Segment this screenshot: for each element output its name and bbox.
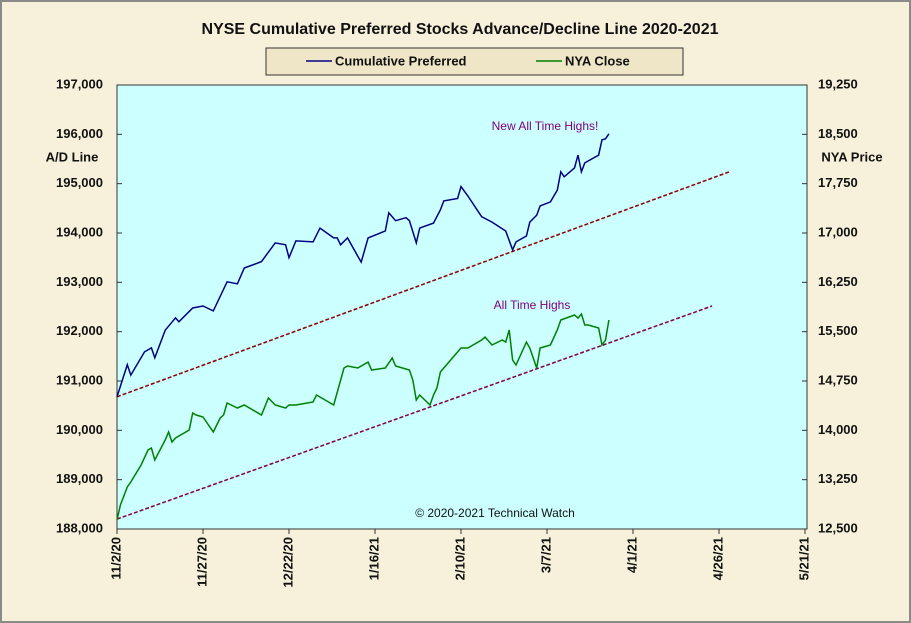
y-tick-label: 196,000 xyxy=(56,126,103,141)
y-tick-label: 192,000 xyxy=(56,323,103,338)
y2-tick-label: 16,250 xyxy=(818,274,858,289)
y2-tick-label: 14,750 xyxy=(818,372,858,387)
copyright: © 2020-2021 Technical Watch xyxy=(415,506,575,520)
y2-tick-label: 12,500 xyxy=(818,520,858,535)
plot-area xyxy=(116,84,808,530)
y2-tick-label: 14,000 xyxy=(818,422,858,437)
x-tick-label: 5/21/21 xyxy=(796,537,811,580)
legend xyxy=(265,47,684,76)
legend-label: Cumulative Preferred xyxy=(335,53,467,68)
chart-title: NYSE Cumulative Preferred Stocks Advance… xyxy=(202,21,719,38)
x-tick-label: 1/16/21 xyxy=(366,537,381,580)
y2-tick-label: 13,250 xyxy=(818,471,858,486)
legend-items: Cumulative Preferred NYA Close xyxy=(306,53,630,68)
x-tick-label: 11/2/20 xyxy=(108,537,123,580)
x-tick-label: 4/26/21 xyxy=(710,537,725,580)
legend-label: NYA Close xyxy=(565,53,630,68)
y-tick-label: 190,000 xyxy=(56,422,103,437)
y-tick-label: 193,000 xyxy=(56,274,103,289)
x-tick-label: 3/7/21 xyxy=(538,537,553,573)
y2-tick-label: 17,750 xyxy=(818,175,858,190)
x-tick-label: 2/10/21 xyxy=(452,537,467,580)
x-tick-label: 4/1/21 xyxy=(624,537,639,573)
y2-tick-label: 17,000 xyxy=(818,224,858,239)
x-tick-label: 12/22/20 xyxy=(280,537,295,588)
y-tick-label: 194,000 xyxy=(56,224,103,239)
y-tick-label: 188,000 xyxy=(56,520,103,535)
y-tick-label: 189,000 xyxy=(56,471,103,486)
y2-tick-label: 19,250 xyxy=(818,76,858,91)
x-tick-label: 11/27/20 xyxy=(194,537,209,587)
trend-line xyxy=(116,171,730,398)
y2-axis-label: NYA Price xyxy=(821,149,882,164)
annotation: All Time Highs xyxy=(494,298,571,312)
annotation: New All Time Highs! xyxy=(492,119,599,133)
trend-line xyxy=(116,305,713,520)
y-tick-label: 191,000 xyxy=(56,372,103,387)
y-axis-label: A/D Line xyxy=(46,149,99,164)
y2-tick-label: 15,500 xyxy=(818,323,858,338)
y-tick-label: 195,000 xyxy=(56,175,103,190)
y-tick-label: 197,000 xyxy=(56,76,103,91)
y2-tick-label: 18,500 xyxy=(818,126,858,141)
series-line xyxy=(116,133,610,398)
series-line xyxy=(116,312,610,521)
